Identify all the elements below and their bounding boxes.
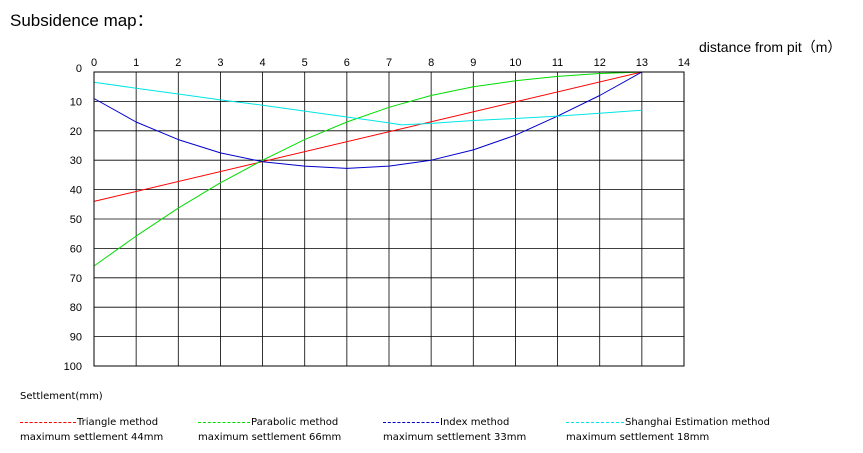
y-tick-label: 20 [70,126,82,138]
x-tick-label: 0 [91,57,97,69]
legend-note: maximum settlement 66mm [198,432,342,443]
x-tick-label: 9 [470,57,476,69]
y-tick-label: 30 [70,155,82,167]
legend-item: Shanghai Estimation method [566,417,770,428]
y-tick-labels: 0 10 20 30 40 50 60 70 80 90 100 [64,63,82,373]
x-tick-label: 3 [217,57,223,69]
page-title: Subsidence map： [10,11,154,30]
x-tick-label: 8 [428,57,434,69]
x-tick-label: 7 [386,57,392,69]
grid [93,71,685,367]
y-tick-label: 50 [70,214,82,226]
x-tick-label: 4 [260,57,266,69]
legend-note: maximum settlement 33mm [383,432,527,443]
legend-item: Index method [383,417,509,428]
legend-label: Shanghai Estimation method [625,417,770,428]
series-line-index-method [93,71,643,169]
x-tick-label: 11 [552,57,563,69]
legend-label: Index method [440,417,510,428]
legend-note: maximum settlement 18mm [566,432,710,443]
y-tick-label: 10 [70,96,82,108]
legend-swatch [198,421,250,423]
x-tick-label: 1 [133,57,139,69]
x-tick-label: 6 [344,57,350,69]
legend-note: maximum settlement 44mm [20,432,164,443]
x-tick-label: 13 [636,57,648,69]
x-tick-labels: 0 1 2 3 4 5 6 7 8 9 10 11 12 13 14 [91,57,690,69]
x-tick-label: 12 [594,57,606,69]
y-tick-label: 60 [70,243,82,255]
legend-label: Parabolic method [251,417,339,428]
x-tick-label: 2 [175,57,181,69]
x-tick-label: 14 [678,57,690,69]
x-tick-label: 10 [509,57,521,69]
legend-swatch [566,421,624,423]
legend-item: Parabolic method [198,417,338,428]
series-line-parabolic-method [93,71,642,267]
x-axis-label: distance from pit（m） [699,39,842,55]
y-tick-label: 40 [70,185,82,197]
legend-label: Triangle method [77,417,159,428]
series-line-triangle-method [93,71,643,202]
series-lines [93,71,643,267]
series-line-shanghai-estimation-method [93,81,642,126]
y-tick-label: 80 [70,302,82,314]
y-tick-label: 0 [76,63,82,75]
y-tick-label: 70 [70,273,82,285]
legend-swatch [383,421,439,423]
legend-swatch [20,421,76,423]
y-axis-label: Settlement(mm) [20,391,103,402]
y-tick-label: 90 [70,332,82,344]
legend-item: Triangle method [20,417,158,428]
y-tick-label: 100 [64,361,82,373]
plot-frame [93,71,685,367]
x-tick-label: 5 [302,57,308,69]
